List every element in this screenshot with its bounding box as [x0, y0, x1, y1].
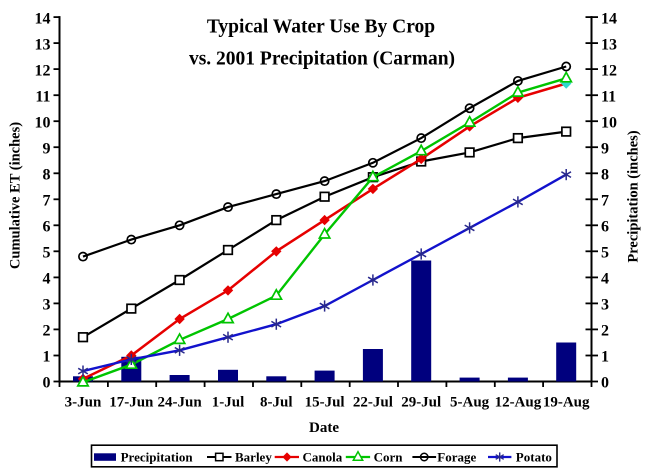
svg-text:13: 13	[601, 36, 617, 53]
svg-text:4: 4	[601, 271, 609, 288]
svg-text:3: 3	[43, 297, 51, 314]
svg-text:Cumulative ET (inches): Cumulative ET (inches)	[8, 122, 24, 269]
svg-text:14: 14	[35, 10, 51, 27]
svg-text:13: 13	[35, 36, 51, 53]
svg-text:Precipitation: Precipitation	[121, 450, 194, 465]
svg-text:Date: Date	[309, 420, 339, 436]
svg-text:12-Aug: 12-Aug	[495, 395, 542, 411]
svg-text:7: 7	[601, 193, 609, 210]
svg-text:2: 2	[601, 323, 609, 340]
svg-text:8: 8	[601, 167, 609, 184]
svg-text:Forage: Forage	[437, 450, 476, 465]
svg-text:9: 9	[601, 140, 609, 157]
svg-text:6: 6	[43, 219, 51, 236]
svg-text:7: 7	[43, 193, 51, 210]
svg-text:1: 1	[43, 349, 51, 366]
svg-text:1-Jul: 1-Jul	[212, 395, 245, 411]
svg-text:6: 6	[601, 219, 609, 236]
svg-text:14: 14	[601, 10, 617, 27]
svg-text:vs. 2001 Precipitation (Carman: vs. 2001 Precipitation (Carman)	[189, 49, 455, 70]
svg-text:10: 10	[35, 114, 51, 131]
svg-text:8: 8	[43, 167, 51, 184]
svg-text:12: 12	[601, 62, 617, 79]
svg-text:Barley: Barley	[235, 450, 272, 465]
svg-text:0: 0	[43, 375, 51, 392]
svg-text:11: 11	[601, 88, 616, 105]
svg-text:Typical Water Use By Crop: Typical Water Use By Crop	[207, 17, 435, 38]
svg-text:24-Jun: 24-Jun	[158, 395, 203, 411]
svg-text:1: 1	[601, 349, 609, 366]
svg-text:5: 5	[43, 245, 51, 262]
svg-text:Precipitation (inches): Precipitation (inches)	[626, 130, 642, 262]
svg-text:3: 3	[601, 297, 609, 314]
svg-text:19-Aug: 19-Aug	[543, 395, 590, 411]
svg-text:5: 5	[601, 245, 609, 262]
svg-text:12: 12	[35, 62, 51, 79]
svg-text:3-Jun: 3-Jun	[65, 395, 102, 411]
svg-text:5-Aug: 5-Aug	[450, 395, 490, 411]
svg-text:11: 11	[35, 88, 50, 105]
svg-text:10: 10	[601, 114, 617, 131]
svg-text:29-Jul: 29-Jul	[401, 395, 441, 411]
svg-text:Corn: Corn	[374, 450, 404, 465]
svg-text:0: 0	[601, 375, 609, 392]
svg-text:8-Jul: 8-Jul	[260, 395, 293, 411]
svg-text:Potato: Potato	[516, 450, 552, 465]
svg-text:9: 9	[43, 140, 51, 157]
svg-text:2: 2	[43, 323, 51, 340]
svg-text:15-Jul: 15-Jul	[305, 395, 345, 411]
svg-text:17-Jun: 17-Jun	[109, 395, 154, 411]
svg-text:Canola: Canola	[303, 450, 343, 465]
svg-text:22-Jul: 22-Jul	[353, 395, 393, 411]
svg-text:4: 4	[43, 271, 51, 288]
